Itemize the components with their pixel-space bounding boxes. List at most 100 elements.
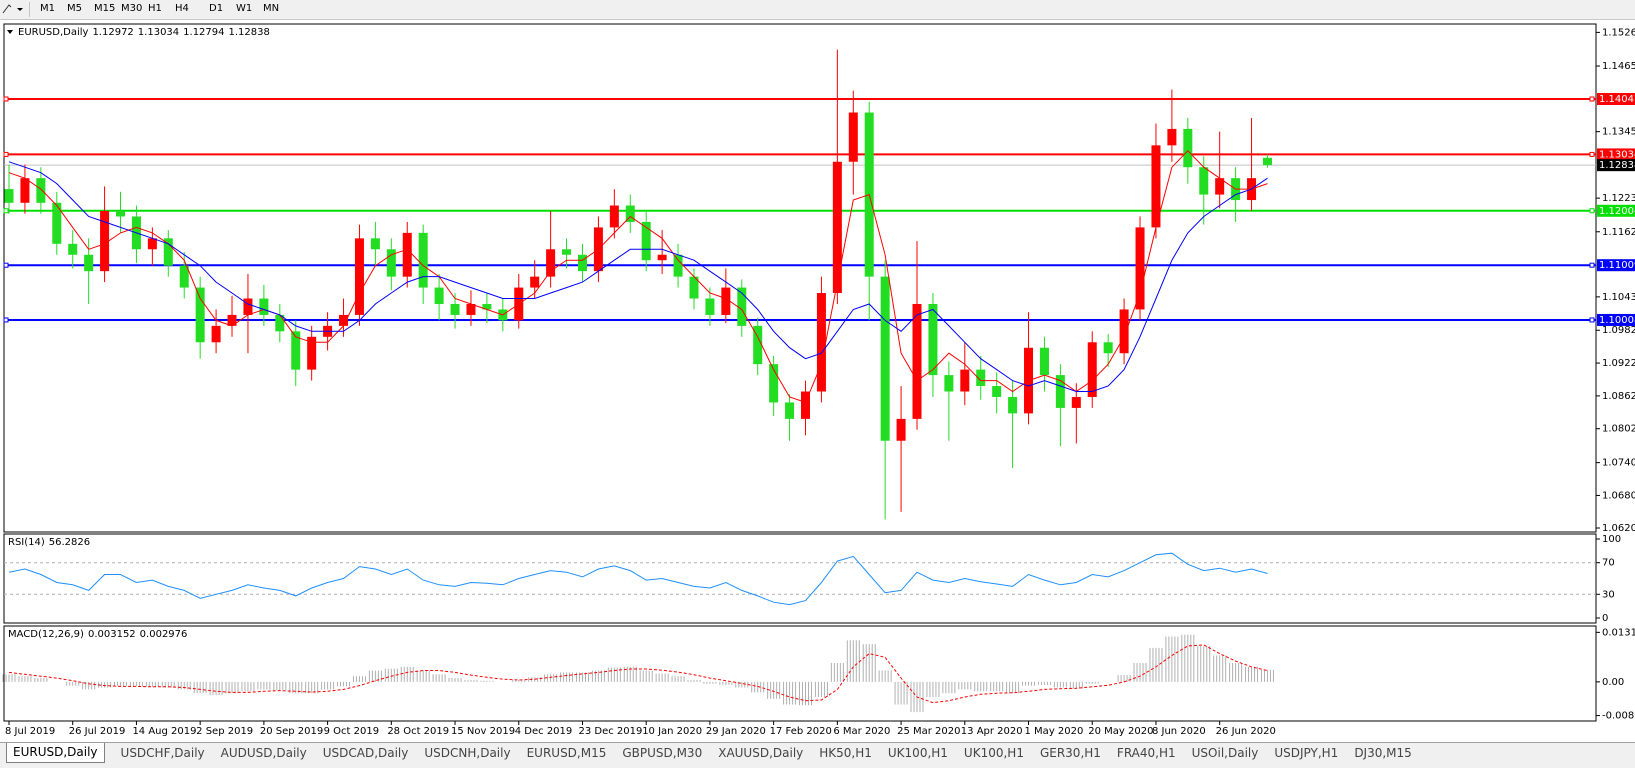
candle-body — [52, 202, 62, 244]
symbol-tab[interactable]: AUDUSD,Daily — [220, 746, 307, 760]
timeframe-button[interactable]: H4 — [175, 3, 189, 14]
symbol-tab[interactable]: EURUSD,M15 — [526, 746, 607, 760]
symbol-tab[interactable]: HK50,H1 — [819, 746, 872, 760]
candle-body — [450, 303, 460, 315]
x-tick-label: 17 Feb 2020 — [770, 726, 832, 737]
symbol-tab[interactable]: USDJPY,H1 — [1274, 746, 1339, 760]
y-tick-label: 1.07400 — [1602, 458, 1635, 469]
candle-body — [1151, 145, 1161, 228]
candle-body — [68, 243, 78, 255]
y-tick-label: 100 — [1602, 534, 1621, 545]
candle-body — [832, 161, 842, 294]
symbol-tab[interactable]: USOil,Daily — [1191, 746, 1259, 760]
x-tick-label: 20 Sep 2019 — [260, 726, 323, 737]
y-tick-label: 1.08620 — [1602, 391, 1635, 402]
candle-body — [625, 205, 635, 222]
candle-body — [785, 402, 795, 419]
timeframe-button[interactable]: M5 — [67, 3, 82, 14]
level-label: 1.10008 — [1599, 315, 1635, 326]
timeframe-button[interactable]: H1 — [148, 3, 162, 14]
x-tick-label: 1 May 2020 — [1025, 726, 1084, 737]
tab-bar: EURUSD,Daily USDCHF,Daily AUDUSD,Daily USDC… — [0, 742, 1635, 768]
timeframe-button[interactable]: D1 — [209, 3, 224, 14]
symbol-tab[interactable]: GBPUSD,M30 — [622, 746, 703, 760]
current-price-bg — [1597, 159, 1635, 172]
y-tick-label: 1.15265 — [1602, 27, 1635, 38]
symbol-tab[interactable]: USDCHF,Daily — [120, 746, 205, 760]
timeframe-button[interactable]: M15 — [94, 3, 116, 14]
candle-body — [307, 336, 317, 370]
timeframe-button[interactable]: M1 — [40, 3, 55, 14]
candle-body — [689, 276, 699, 299]
header-value: 1.13034 — [138, 27, 179, 38]
symbol-tab[interactable]: XAUUSD,Daily — [718, 746, 804, 760]
candle-body — [243, 298, 253, 315]
level-handle — [3, 262, 9, 268]
level-handle — [1589, 208, 1595, 214]
symbol-tab[interactable]: UK100,H1 — [887, 746, 948, 760]
candle-body — [657, 254, 667, 261]
header-value: 56.2826 — [49, 537, 90, 548]
candle-body — [896, 418, 906, 441]
level-handle — [1589, 96, 1595, 102]
header-value: 0.003152 — [88, 629, 136, 640]
candle-body — [211, 325, 221, 343]
candle-body — [976, 369, 986, 387]
y-tick-label: -0.00893 — [1602, 711, 1635, 722]
candle-body — [1199, 167, 1209, 195]
candle-body — [116, 210, 126, 217]
moving-average — [8, 161, 1268, 392]
level-label-bg — [1597, 259, 1635, 272]
candle-body — [275, 314, 285, 332]
candle-body — [20, 178, 30, 203]
level-label-bg — [1597, 204, 1635, 217]
candle-body — [577, 254, 587, 272]
candle-body — [546, 249, 556, 277]
symbol-tab[interactable]: DJ30,M15 — [1354, 746, 1412, 760]
candle-body — [1135, 227, 1145, 310]
symbol-tab[interactable]: GER30,H1 — [1039, 746, 1101, 760]
symbol-tab[interactable]: FRA40,H1 — [1116, 746, 1176, 760]
header-value: 1.12972 — [92, 27, 133, 38]
candle-body — [36, 178, 46, 203]
header-value: EURUSD,Daily — [18, 27, 89, 38]
y-tick-label: 1.08020 — [1602, 424, 1635, 435]
candle-body — [880, 276, 890, 441]
symbol-tab[interactable]: UK100,H1 — [963, 746, 1024, 760]
level-handle — [1589, 262, 1595, 268]
x-tick-label: 10 Jan 2020 — [642, 726, 702, 737]
level-label: 1.12004 — [1599, 206, 1635, 217]
candle-body — [769, 364, 779, 403]
x-tick-label: 26 Jul 2019 — [69, 726, 126, 737]
candle-body — [1183, 128, 1193, 168]
x-tick-label: 26 Jun 2020 — [1216, 726, 1276, 737]
candle-body — [179, 265, 189, 288]
timeframe-button[interactable]: M30 — [121, 3, 143, 14]
candle-body — [960, 369, 970, 392]
x-tick-label: 15 Nov 2019 — [451, 726, 515, 737]
candle-body — [1215, 178, 1225, 195]
candle-body — [673, 254, 683, 277]
y-tick-label: 30 — [1602, 589, 1615, 600]
header-value: 0.002976 — [140, 629, 188, 640]
y-tick-label: 0.00 — [1602, 677, 1624, 688]
header-value: RSI(14) — [8, 537, 45, 548]
candle-body — [530, 276, 540, 288]
y-tick-label: 1.12235 — [1602, 193, 1635, 204]
timeframe-button[interactable]: MN — [263, 3, 280, 14]
moving-average — [8, 150, 1268, 404]
symbol-tab[interactable]: USDCAD,Daily — [322, 746, 409, 760]
timeframe-button[interactable]: W1 — [236, 3, 253, 14]
candle-body — [1167, 128, 1177, 146]
level-label: 1.11009 — [1599, 260, 1635, 271]
x-tick-label: 25 Mar 2020 — [897, 726, 960, 737]
candle-body — [737, 287, 747, 326]
candle-body — [609, 205, 619, 228]
symbol-tab[interactable]: USDCNH,Daily — [424, 746, 511, 760]
candle-body — [402, 232, 412, 277]
candle-body — [482, 303, 492, 310]
level-handle — [1589, 317, 1595, 323]
symbol-tab[interactable]: EURUSD,Daily — [6, 743, 105, 763]
x-tick-label: 2 Sep 2019 — [196, 726, 253, 737]
